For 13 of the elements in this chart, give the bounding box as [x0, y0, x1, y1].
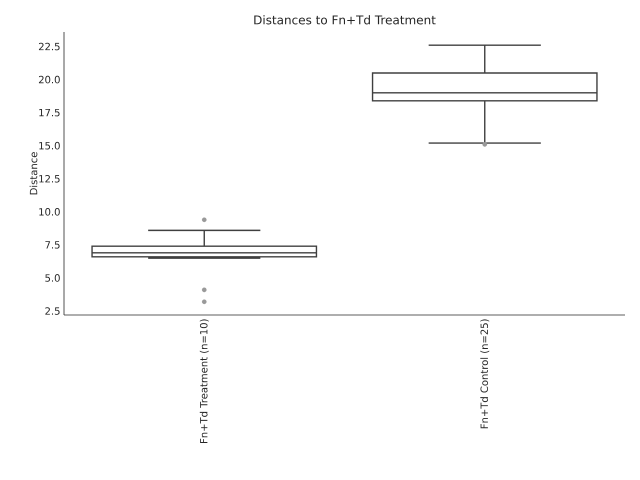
y-axis-title: Distance	[30, 152, 38, 194]
y-tick-label: 2.5	[45, 307, 60, 315]
y-tick-label: 22.5	[38, 42, 60, 50]
x-tick-label: Fn+Td Treatment (n=10)	[200, 319, 209, 443]
x-tick-label: Fn+Td Control (n=25)	[480, 319, 490, 428]
y-tick-label: 17.5	[39, 108, 60, 116]
y-tick-label: 10.0	[39, 208, 60, 216]
y-tick-label: 7.5	[45, 241, 60, 249]
chart-title: Distances to Fn+Td Treatment	[254, 15, 436, 24]
y-tick-label: 15.0	[39, 142, 60, 150]
y-tick-label: 5.0	[45, 274, 60, 282]
y-tick-label: 20.0	[38, 76, 60, 84]
y-tick-label: 12.5	[39, 174, 60, 183]
